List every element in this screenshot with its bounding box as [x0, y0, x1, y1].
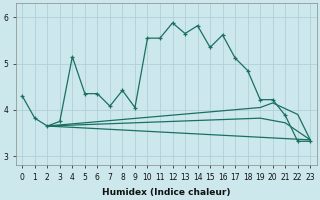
X-axis label: Humidex (Indice chaleur): Humidex (Indice chaleur) [102, 188, 230, 197]
